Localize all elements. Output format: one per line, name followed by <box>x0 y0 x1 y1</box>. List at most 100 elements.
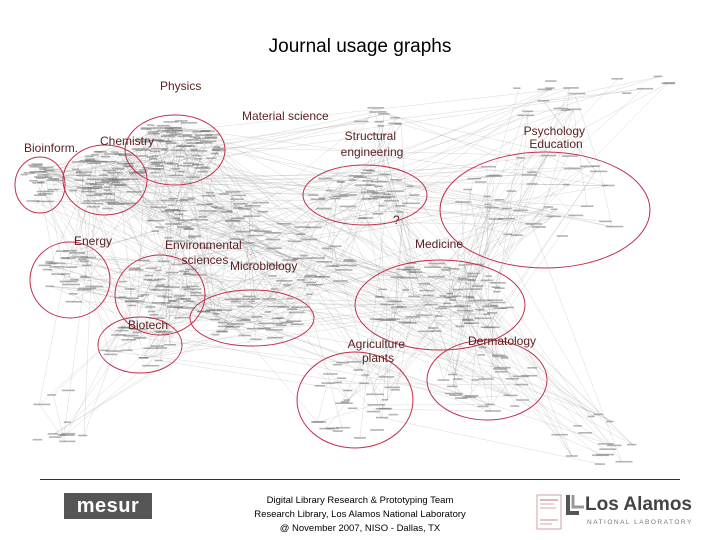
graph-node <box>164 209 181 212</box>
graph-node <box>606 420 614 423</box>
graph-node <box>458 279 475 281</box>
graph-node <box>561 109 571 111</box>
graph-node <box>183 228 194 230</box>
graph-edge <box>177 136 185 170</box>
graph-node <box>185 268 197 271</box>
graph-node <box>326 189 333 192</box>
graph-edge <box>157 146 184 164</box>
graph-node <box>366 184 376 186</box>
graph-edge <box>174 164 199 199</box>
graph-node <box>362 180 373 182</box>
graph-node <box>232 194 247 197</box>
graph-edge <box>169 163 391 388</box>
graph-edge <box>157 131 163 157</box>
graph-node <box>562 155 579 157</box>
lanl-seal-icon <box>536 494 562 530</box>
graph-node <box>175 213 184 216</box>
graph-node <box>468 300 479 302</box>
graph-edge <box>281 312 296 326</box>
graph-edge <box>204 153 218 212</box>
graph-node <box>216 309 233 311</box>
graph-edge <box>105 161 501 368</box>
graph-node <box>277 306 290 308</box>
graph-node <box>164 223 182 225</box>
graph-node <box>636 87 654 90</box>
graph-edge <box>395 179 492 277</box>
graph-edge <box>334 246 340 282</box>
graph-edge <box>191 227 300 287</box>
graph-edge <box>177 168 445 308</box>
graph-node <box>395 123 402 125</box>
graph-node <box>272 322 283 325</box>
graph-edge <box>189 218 364 230</box>
graph-edge <box>598 166 613 227</box>
graph-node <box>226 219 241 222</box>
graph-node <box>463 188 473 191</box>
graph-node <box>157 124 171 127</box>
graph-node <box>343 399 350 401</box>
graph-edge <box>83 330 122 436</box>
cluster-ellipse-chemistry <box>62 144 148 216</box>
graph-node <box>545 87 555 89</box>
graph-edge <box>91 286 110 355</box>
graph-node <box>107 171 124 174</box>
graph-edge <box>42 200 167 202</box>
graph-node <box>100 199 115 201</box>
graph-edge <box>281 282 310 326</box>
graph-edge <box>189 289 271 313</box>
graph-node <box>72 161 87 163</box>
graph-edge <box>43 174 492 177</box>
graph-edge <box>242 320 297 325</box>
graph-node <box>225 191 241 193</box>
graph-edge <box>264 328 492 405</box>
graph-node <box>200 130 216 132</box>
graph-node <box>140 294 149 296</box>
graph-edge <box>135 268 162 287</box>
graph-edge <box>66 257 145 261</box>
graph-edge <box>272 241 294 307</box>
graph-node <box>205 134 221 136</box>
graph-edge <box>154 294 313 319</box>
graph-node <box>94 193 112 195</box>
engineering-line: engineering <box>341 145 404 159</box>
graph-node <box>383 193 391 196</box>
graph-edge <box>384 200 391 207</box>
graph-edge <box>349 261 458 297</box>
graph-node <box>543 206 554 208</box>
graph-node <box>45 285 54 288</box>
graph-node <box>474 317 492 320</box>
graph-edge <box>346 383 366 403</box>
graph-node <box>443 266 451 269</box>
graph-edge <box>527 109 574 176</box>
graph-node <box>474 181 487 183</box>
graph-node <box>466 275 478 278</box>
cluster-ellipse-physics <box>124 114 226 186</box>
graph-node <box>192 163 199 165</box>
graph-edge <box>45 171 96 185</box>
graph-node <box>204 136 218 138</box>
graph-edge <box>117 166 488 183</box>
graph-node <box>36 177 46 179</box>
graph-node <box>346 361 361 363</box>
graph-node <box>45 176 53 179</box>
graph-edge <box>381 417 602 465</box>
graph-edge <box>374 112 414 264</box>
graph-node <box>477 299 491 302</box>
graph-edge <box>337 180 369 266</box>
graph-node <box>378 113 390 115</box>
graph-node <box>334 269 353 271</box>
graph-edge <box>235 239 413 273</box>
graph-node <box>343 259 354 261</box>
graph-node <box>170 133 183 135</box>
graph-node <box>367 404 385 406</box>
graph-node <box>213 146 221 148</box>
graph-edge <box>182 156 517 236</box>
graph-node <box>531 226 546 228</box>
graph-edge <box>519 171 597 211</box>
graph-node <box>196 203 213 206</box>
graph-edge <box>193 198 218 208</box>
graph-edge <box>546 155 608 186</box>
graph-node <box>545 80 557 82</box>
graph-node <box>526 183 538 185</box>
graph-node <box>92 185 103 188</box>
